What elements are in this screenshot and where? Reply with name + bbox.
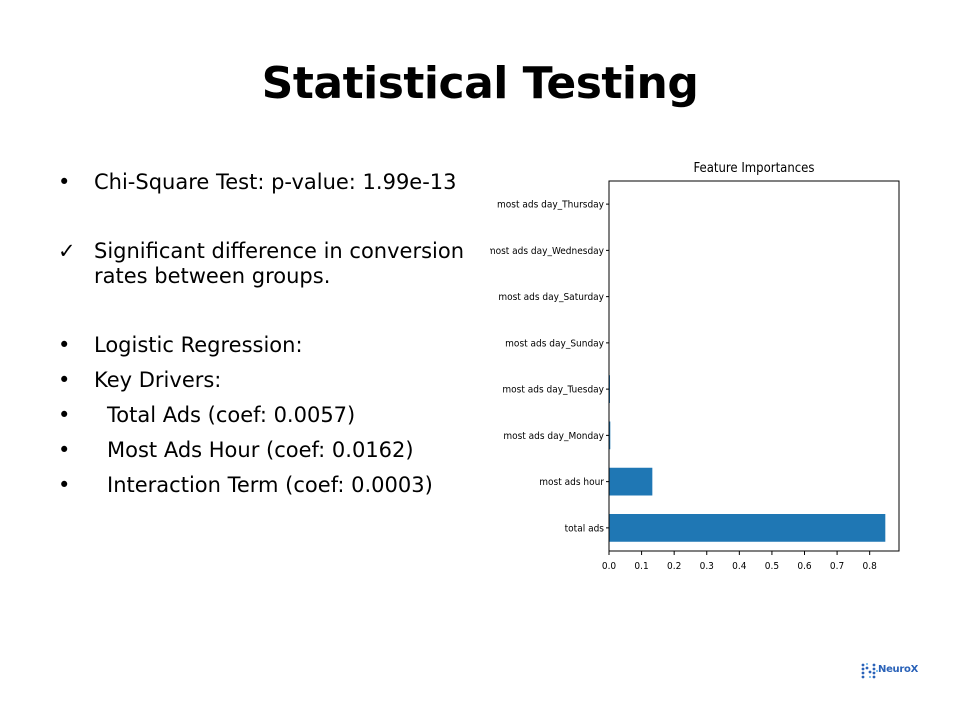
x-tick-label: 0.1 (634, 561, 648, 572)
bullet-list: • Chi-Square Test: p-value: 1.99e-13 ✓ S… (58, 170, 498, 498)
bar-total-ads (609, 514, 886, 542)
bullet-total-ads: • Total Ads (coef: 0.0057) (58, 403, 498, 428)
bullet-most-ads-hour: • Most Ads Hour (coef: 0.0162) (58, 438, 498, 463)
spacer (58, 195, 498, 239)
y-tick-label: most ads day_Tuesday (502, 385, 604, 396)
bullet-chi-square: • Chi-Square Test: p-value: 1.99e-13 (58, 170, 498, 195)
x-tick-label: 0.4 (732, 561, 747, 572)
x-tick-label: 0.5 (765, 561, 779, 572)
bullet-text: Most Ads Hour (coef: 0.0162) (107, 438, 414, 462)
x-tick-label: 0.8 (863, 561, 878, 572)
x-tick-label: 0.6 (797, 561, 812, 572)
bullet-text: Key Drivers: (94, 368, 222, 392)
bullet-logistic: • Logistic Regression: (58, 333, 498, 358)
spacer (58, 289, 498, 333)
bullet-marker: • (58, 368, 71, 392)
y-tick-label: most ads hour (539, 477, 604, 488)
plot-frame (608, 180, 900, 552)
bullet-interaction-term: • Interaction Term (coef: 0.0003) (58, 473, 498, 498)
y-tick-label: total ads (565, 523, 605, 534)
x-tick-label: 0.3 (700, 561, 714, 572)
neurox-logo: NeuroX (860, 661, 920, 681)
checkmark-icon: ✓ (58, 239, 76, 263)
bullet-text: Total Ads (coef: 0.0057) (107, 403, 356, 427)
x-tick-label: 0.2 (667, 561, 681, 572)
bullet-marker: • (58, 170, 71, 194)
x-tick-label: 0.0 (602, 561, 617, 572)
bullet-text: Interaction Term (coef: 0.0003) (107, 473, 433, 497)
bullet-key-drivers: • Key Drivers: (58, 368, 498, 393)
y-tick-label: most ads day_Thursday (497, 200, 605, 211)
bullet-marker: • (58, 333, 71, 357)
y-tick-label: most ads day_Saturday (498, 292, 604, 303)
bullet-marker: • (58, 438, 71, 462)
chart-title: Feature Importances (694, 161, 815, 176)
dotted-n-logo-icon (861, 663, 878, 679)
x-tick-label: 0.7 (830, 561, 844, 572)
y-tick-label: most ads day_Sunday (505, 338, 604, 349)
logo-text: NeuroX (878, 664, 918, 675)
y-tick-label: most ads day_Monday (503, 431, 604, 442)
bullet-text: Chi-Square Test: p-value: 1.99e-13 (94, 170, 457, 194)
y-tick-label: most ads day_Wednesday (490, 246, 605, 257)
bullet-marker: • (58, 403, 71, 427)
bullet-marker: • (58, 473, 71, 497)
bullet-text: Logistic Regression: (94, 333, 303, 357)
feature-importance-chart: Feature Importances most ads day_Thursda… (490, 161, 900, 572)
bar-most-ads-hour (609, 467, 653, 496)
slide-title: Statistical Testing (261, 58, 699, 109)
bullet-text: Significant difference in conversion rat… (94, 239, 465, 288)
bar-most-ads-day-monday (609, 421, 611, 450)
bullet-significant: ✓ Significant difference in conversion r… (58, 239, 498, 289)
